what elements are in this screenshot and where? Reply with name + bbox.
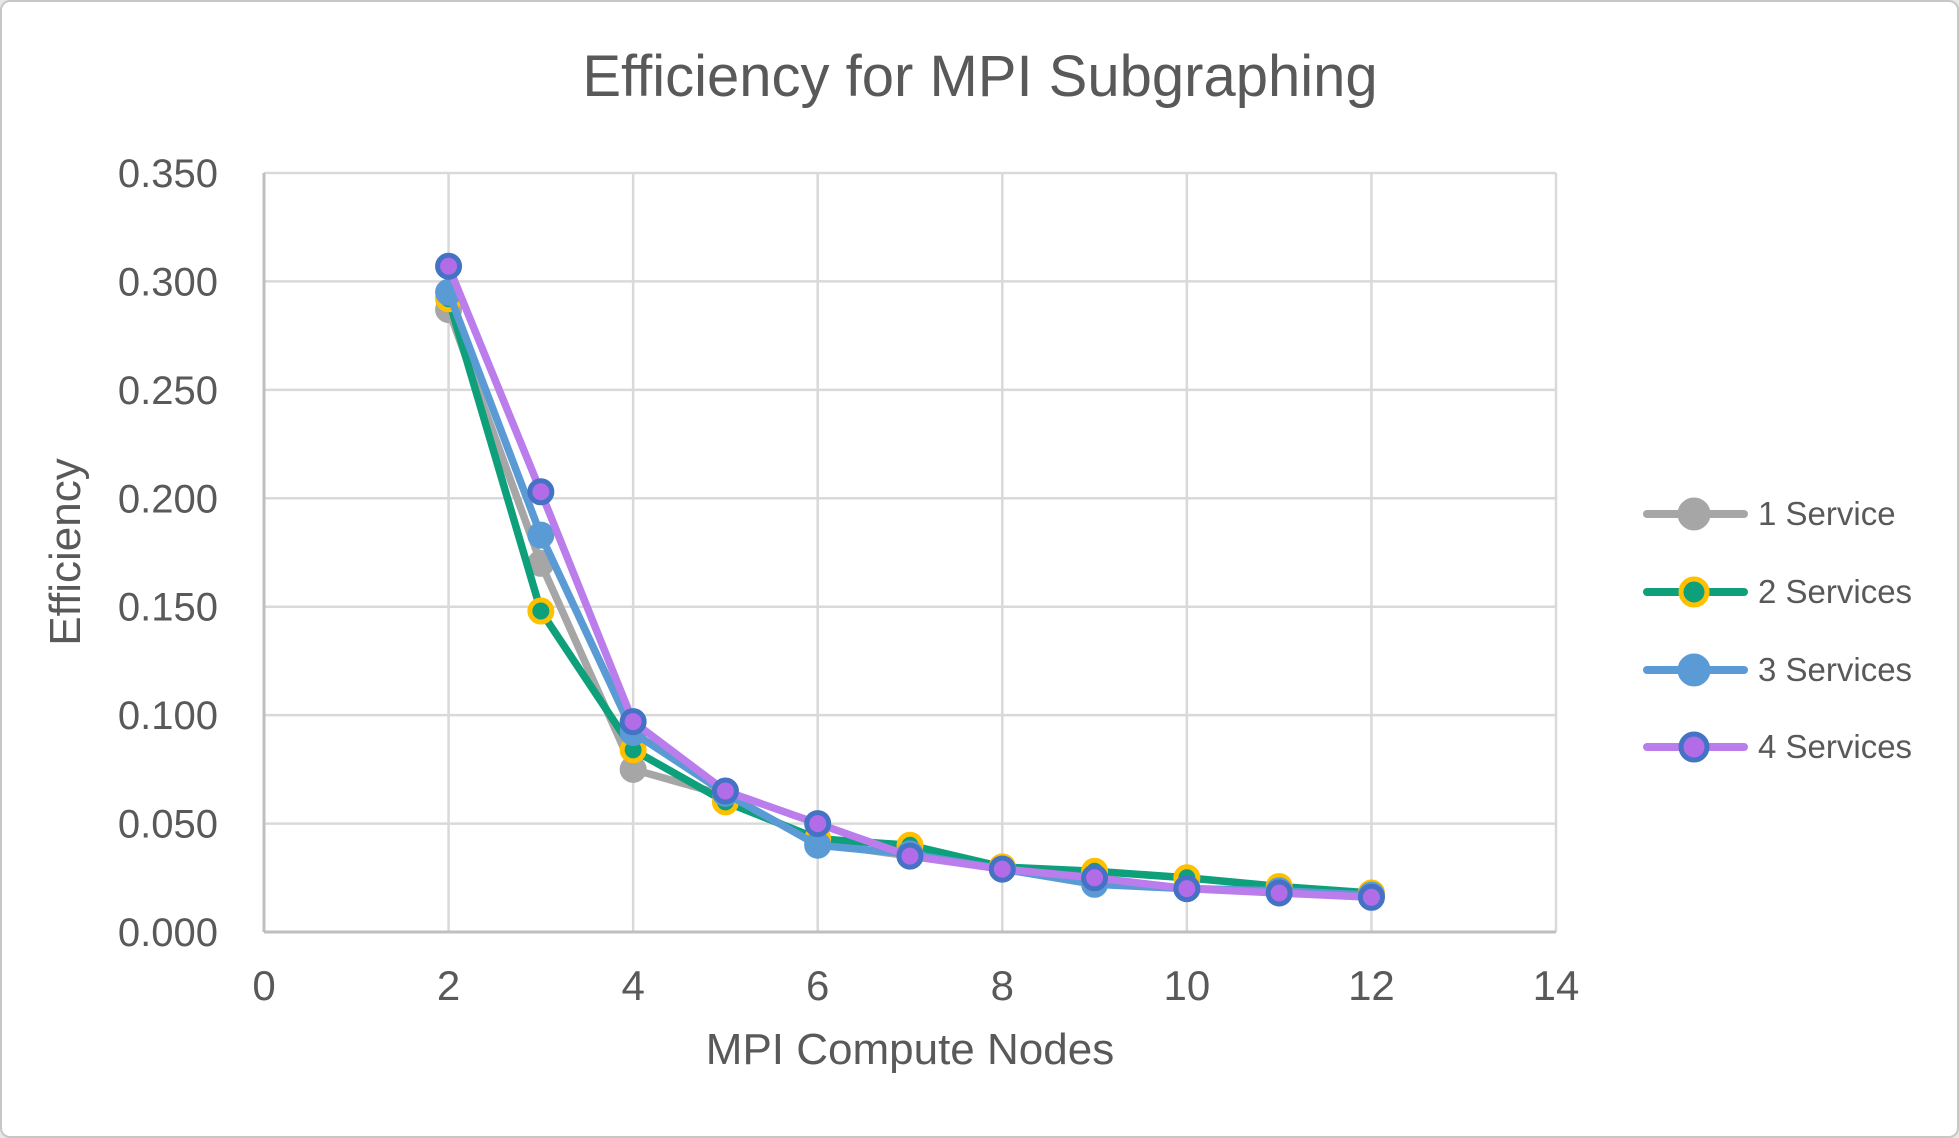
marker-4-services	[435, 252, 463, 280]
series-4-services	[435, 252, 1385, 911]
series-line-2-services	[444, 295, 1376, 897]
legend-item-2-services: 2 Services	[1643, 573, 1912, 610]
legend-item-3-services: 3 Services	[1643, 651, 1912, 688]
x-tick-label: 4	[621, 962, 644, 1009]
x-tick-label: 8	[991, 962, 1014, 1009]
legend-item-4-services: 4 Services	[1643, 728, 1912, 765]
y-tick-label: 0.150	[118, 586, 218, 630]
x-tick-label: 12	[1348, 962, 1395, 1009]
y-tick-label: 0.050	[118, 803, 218, 847]
legend-marker-swatch	[1677, 653, 1711, 687]
marker-2-services	[527, 597, 555, 625]
y-tick-label: 0.200	[118, 477, 218, 521]
x-tick-label: 6	[806, 962, 829, 1009]
y-tick-label: 0.100	[118, 694, 218, 738]
legend-label: 2 Services	[1758, 573, 1912, 610]
x-tick-label: 14	[1533, 962, 1580, 1009]
series-1-service	[435, 296, 1385, 909]
legend-label: 3 Services	[1758, 651, 1912, 688]
chart-title: Efficiency for MPI Subgraphing	[582, 44, 1377, 109]
x-tick-label: 0	[252, 962, 275, 1009]
marker-4-services	[1357, 883, 1385, 911]
marker-3-services	[527, 521, 555, 549]
tick-labels: 0.000 0.050 0.100 0.150 0.200 0.250 0.300 0.350…	[118, 152, 1579, 1009]
legend-label: 4 Services	[1758, 728, 1912, 765]
legend-marker-swatch	[1678, 731, 1710, 763]
x-tick-label: 10	[1163, 962, 1210, 1009]
legend-marker-swatch	[1677, 497, 1711, 531]
marker-4-services	[1173, 875, 1201, 903]
series-layer	[435, 252, 1385, 911]
y-axis-title: Efficiency	[41, 458, 90, 646]
series-line-4-services	[444, 262, 1376, 902]
marker-4-services	[896, 842, 924, 870]
marker-4-services	[527, 478, 555, 506]
marker-4-services	[1265, 879, 1293, 907]
marker-4-services	[804, 810, 832, 838]
series-line-3-services	[444, 288, 1376, 899]
legend-item-1-service: 1 Service	[1643, 495, 1896, 532]
legend-label: 1 Service	[1758, 495, 1896, 532]
marker-4-services	[1081, 864, 1109, 892]
y-tick-label: 0.000	[118, 911, 218, 955]
legend: 1 Service 2 Services 3 Services 4 Services	[1643, 495, 1912, 765]
marker-4-services	[619, 708, 647, 736]
y-tick-label: 0.300	[118, 260, 218, 304]
x-tick-label: 2	[437, 962, 460, 1009]
marker-4-services	[711, 777, 739, 805]
y-tick-label: 0.250	[118, 369, 218, 413]
y-tick-label: 0.350	[118, 152, 218, 196]
marker-4-services	[988, 855, 1016, 883]
x-axis-title: MPI Compute Nodes	[706, 1025, 1114, 1074]
legend-marker-swatch	[1678, 576, 1710, 608]
